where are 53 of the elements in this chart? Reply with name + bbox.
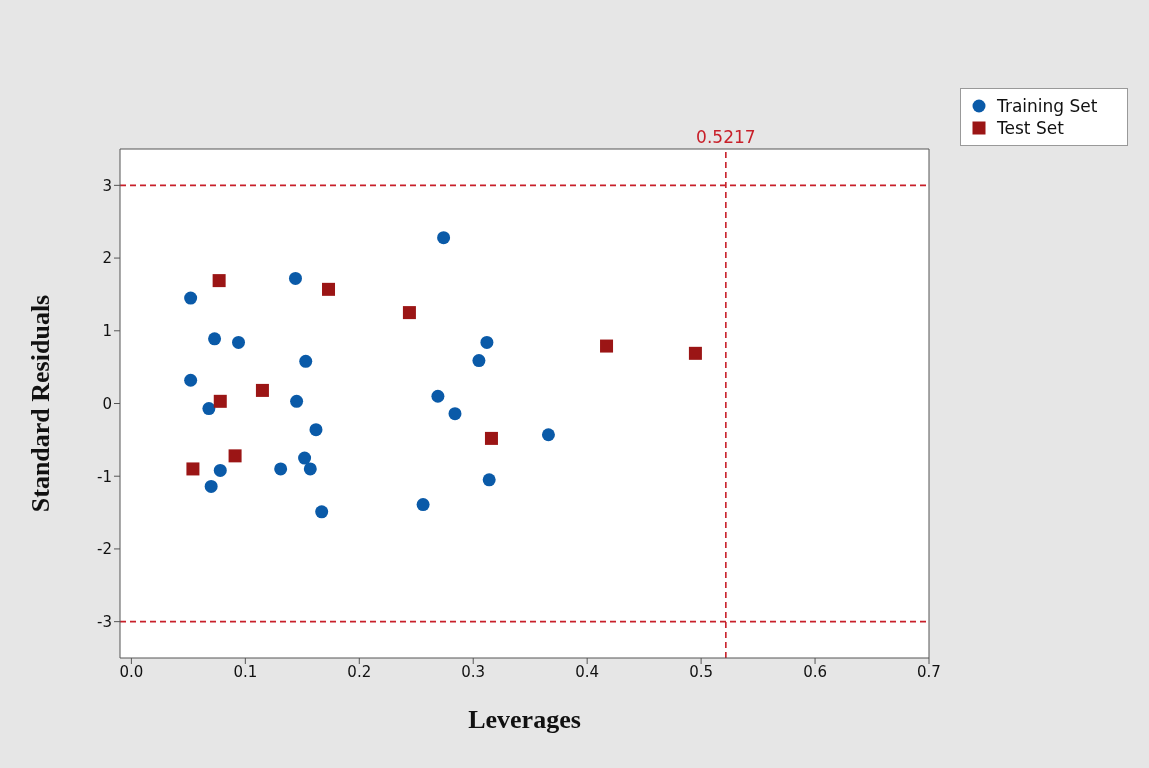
x-tick-label: 0.6 — [803, 662, 827, 681]
point — [298, 451, 312, 465]
point — [228, 449, 242, 463]
point — [213, 463, 227, 477]
ref-line-label: 0.5217 — [696, 127, 756, 147]
point — [482, 473, 496, 487]
point — [288, 271, 302, 285]
y-tick-label: 0 — [102, 394, 112, 413]
y-axis-title: Standard Residuals — [26, 294, 56, 513]
point — [541, 428, 555, 442]
x-axis-title: Leverages — [468, 705, 581, 734]
x-tick-label: 0.1 — [233, 662, 258, 681]
point — [472, 354, 486, 368]
point — [212, 274, 226, 288]
x-tick-label: 0.4 — [575, 662, 600, 681]
x-tick-label: 0.5 — [689, 662, 714, 681]
x-tick-label: 0.3 — [461, 662, 486, 681]
y-tick-label: -2 — [97, 540, 112, 559]
legend-label: Test Set — [997, 117, 1064, 139]
point — [309, 423, 323, 437]
point — [213, 394, 227, 408]
point — [255, 383, 269, 397]
point — [290, 394, 304, 408]
y-tick-label: -1 — [97, 467, 112, 486]
point — [274, 462, 288, 476]
point — [299, 354, 313, 368]
point — [480, 335, 494, 349]
legend-label: Training Set — [997, 95, 1098, 117]
x-tick-label: 0.2 — [347, 662, 372, 681]
point — [315, 505, 329, 519]
point — [184, 291, 198, 305]
point — [232, 335, 245, 349]
point — [431, 389, 445, 403]
point — [184, 373, 198, 387]
x-tick-label: 0.7 — [917, 662, 941, 681]
y-tick-label: 2 — [102, 249, 112, 268]
point — [688, 346, 702, 360]
x-tick-label: 0.0 — [119, 662, 144, 681]
point — [484, 431, 498, 445]
point — [448, 407, 462, 421]
point — [416, 498, 430, 512]
point — [322, 282, 336, 296]
point — [208, 332, 222, 346]
y-tick-label: 1 — [102, 322, 112, 341]
point — [437, 231, 451, 245]
y-tick-label: -3 — [97, 612, 112, 631]
point — [402, 306, 416, 320]
point — [303, 462, 317, 476]
point — [600, 339, 614, 353]
point — [186, 462, 200, 476]
point — [204, 479, 218, 493]
point — [202, 402, 216, 416]
y-tick-label: 3 — [102, 176, 112, 195]
